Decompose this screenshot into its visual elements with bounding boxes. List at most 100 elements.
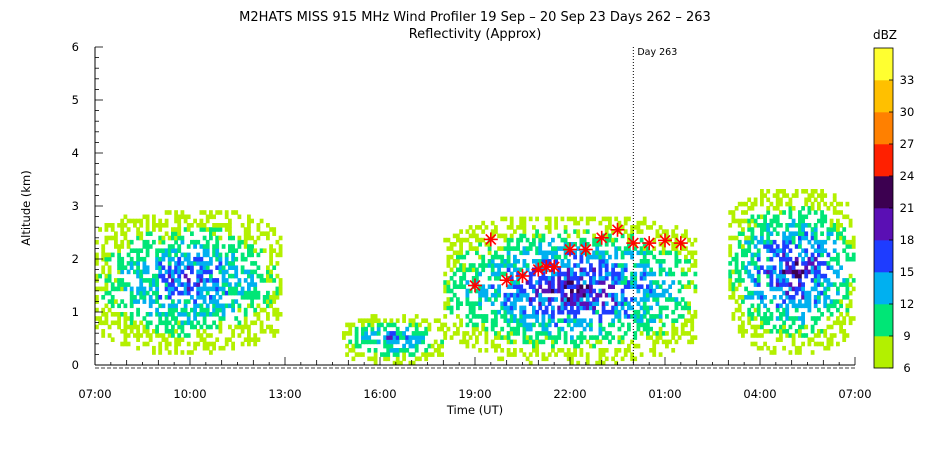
heat-cell xyxy=(471,331,476,336)
asterisk-stroke xyxy=(564,243,576,256)
heat-cell xyxy=(275,329,280,334)
heat-cell xyxy=(839,320,843,326)
heat-cell xyxy=(218,265,223,270)
heat-cell xyxy=(604,276,609,281)
heat-cell xyxy=(766,206,771,211)
heat-cell xyxy=(114,278,118,283)
heat-cell xyxy=(142,316,147,321)
heat-cell xyxy=(763,341,767,347)
heat-cell xyxy=(433,339,438,345)
heat-cell xyxy=(775,337,780,342)
heat-cell xyxy=(446,284,451,289)
heat-cell xyxy=(623,229,628,234)
heat-cell xyxy=(801,248,805,253)
heat-cell xyxy=(627,233,631,239)
heat-cell xyxy=(839,231,843,236)
heat-cell xyxy=(763,303,767,309)
heat-cell xyxy=(389,343,394,349)
heat-cell xyxy=(728,295,733,300)
heat-cell xyxy=(544,254,549,260)
heat-cell xyxy=(551,237,555,243)
heat-cell xyxy=(560,280,565,285)
heat-cell xyxy=(589,284,593,289)
heat-cell xyxy=(782,345,786,351)
heat-cell xyxy=(183,320,188,326)
heat-cell xyxy=(101,286,106,292)
heat-cell xyxy=(741,252,745,258)
heat-cell xyxy=(684,259,688,264)
heat-cell xyxy=(145,329,150,334)
heat-cell xyxy=(136,299,140,304)
heat-cell xyxy=(117,286,121,292)
heat-cell xyxy=(475,250,479,256)
heat-cell xyxy=(199,303,204,309)
heat-cell xyxy=(126,261,131,266)
heat-cell xyxy=(209,286,213,292)
heat-cell xyxy=(639,229,644,234)
heat-cell xyxy=(478,263,482,268)
heat-cell xyxy=(528,246,533,251)
heat-cell xyxy=(126,341,131,347)
heat-cell xyxy=(120,312,125,317)
heat-cell xyxy=(471,233,476,239)
heat-cell xyxy=(535,229,539,234)
colorbar-unit: dBZ xyxy=(873,28,897,42)
x-tick-label: 01:00 xyxy=(648,387,681,401)
heat-cell xyxy=(845,201,850,207)
heat-cell xyxy=(779,337,783,342)
heat-cell xyxy=(820,290,824,296)
heat-cell xyxy=(161,248,166,253)
heat-cell xyxy=(585,301,590,306)
heat-cell xyxy=(687,237,691,243)
heat-cell xyxy=(506,246,511,251)
heat-cell xyxy=(142,256,147,262)
heat-cell xyxy=(522,352,527,357)
heat-cell xyxy=(804,303,809,309)
heat-cell xyxy=(794,231,799,236)
heat-cell xyxy=(354,326,359,332)
heat-cell xyxy=(95,295,99,300)
heat-cell xyxy=(630,250,634,256)
heat-cell xyxy=(237,290,242,296)
heat-cell xyxy=(392,352,397,357)
colorbar-swatch xyxy=(874,336,893,369)
heat-cell xyxy=(145,248,150,253)
marker-series xyxy=(468,222,688,293)
heat-cell xyxy=(414,314,419,319)
heat-cell xyxy=(813,278,818,283)
heat-cell xyxy=(582,229,587,234)
heat-cell xyxy=(649,305,653,311)
heat-cell xyxy=(199,324,204,330)
heat-cell xyxy=(693,237,698,243)
heat-cell xyxy=(677,288,682,294)
heat-cell xyxy=(560,284,565,289)
heat-cell xyxy=(186,312,191,317)
heat-cell xyxy=(576,284,581,289)
colorbar-tick-label: 15 xyxy=(900,265,915,279)
heat-cell xyxy=(810,337,815,342)
heat-cell xyxy=(186,316,191,321)
heat-cell xyxy=(494,314,498,319)
heat-cell xyxy=(167,320,172,326)
heat-cell xyxy=(167,295,172,300)
heat-cell xyxy=(763,329,767,334)
heat-cell xyxy=(636,250,641,256)
heat-cell xyxy=(785,265,790,270)
heat-cell xyxy=(443,271,448,277)
heat-cell xyxy=(750,324,755,330)
heat-cell xyxy=(95,273,99,279)
heat-cell xyxy=(541,297,546,302)
heat-cell xyxy=(266,269,270,275)
heat-cell xyxy=(741,299,745,304)
heat-cell xyxy=(829,256,834,262)
heat-cell xyxy=(585,288,590,294)
heat-cell xyxy=(741,231,745,236)
heat-cell xyxy=(171,282,175,287)
heat-cell xyxy=(202,299,207,304)
heat-cell xyxy=(804,333,809,338)
heat-cell xyxy=(766,244,771,249)
heat-cell xyxy=(598,271,603,277)
heat-cell xyxy=(136,265,140,270)
heat-cell xyxy=(554,352,558,357)
heat-cell xyxy=(661,246,666,251)
